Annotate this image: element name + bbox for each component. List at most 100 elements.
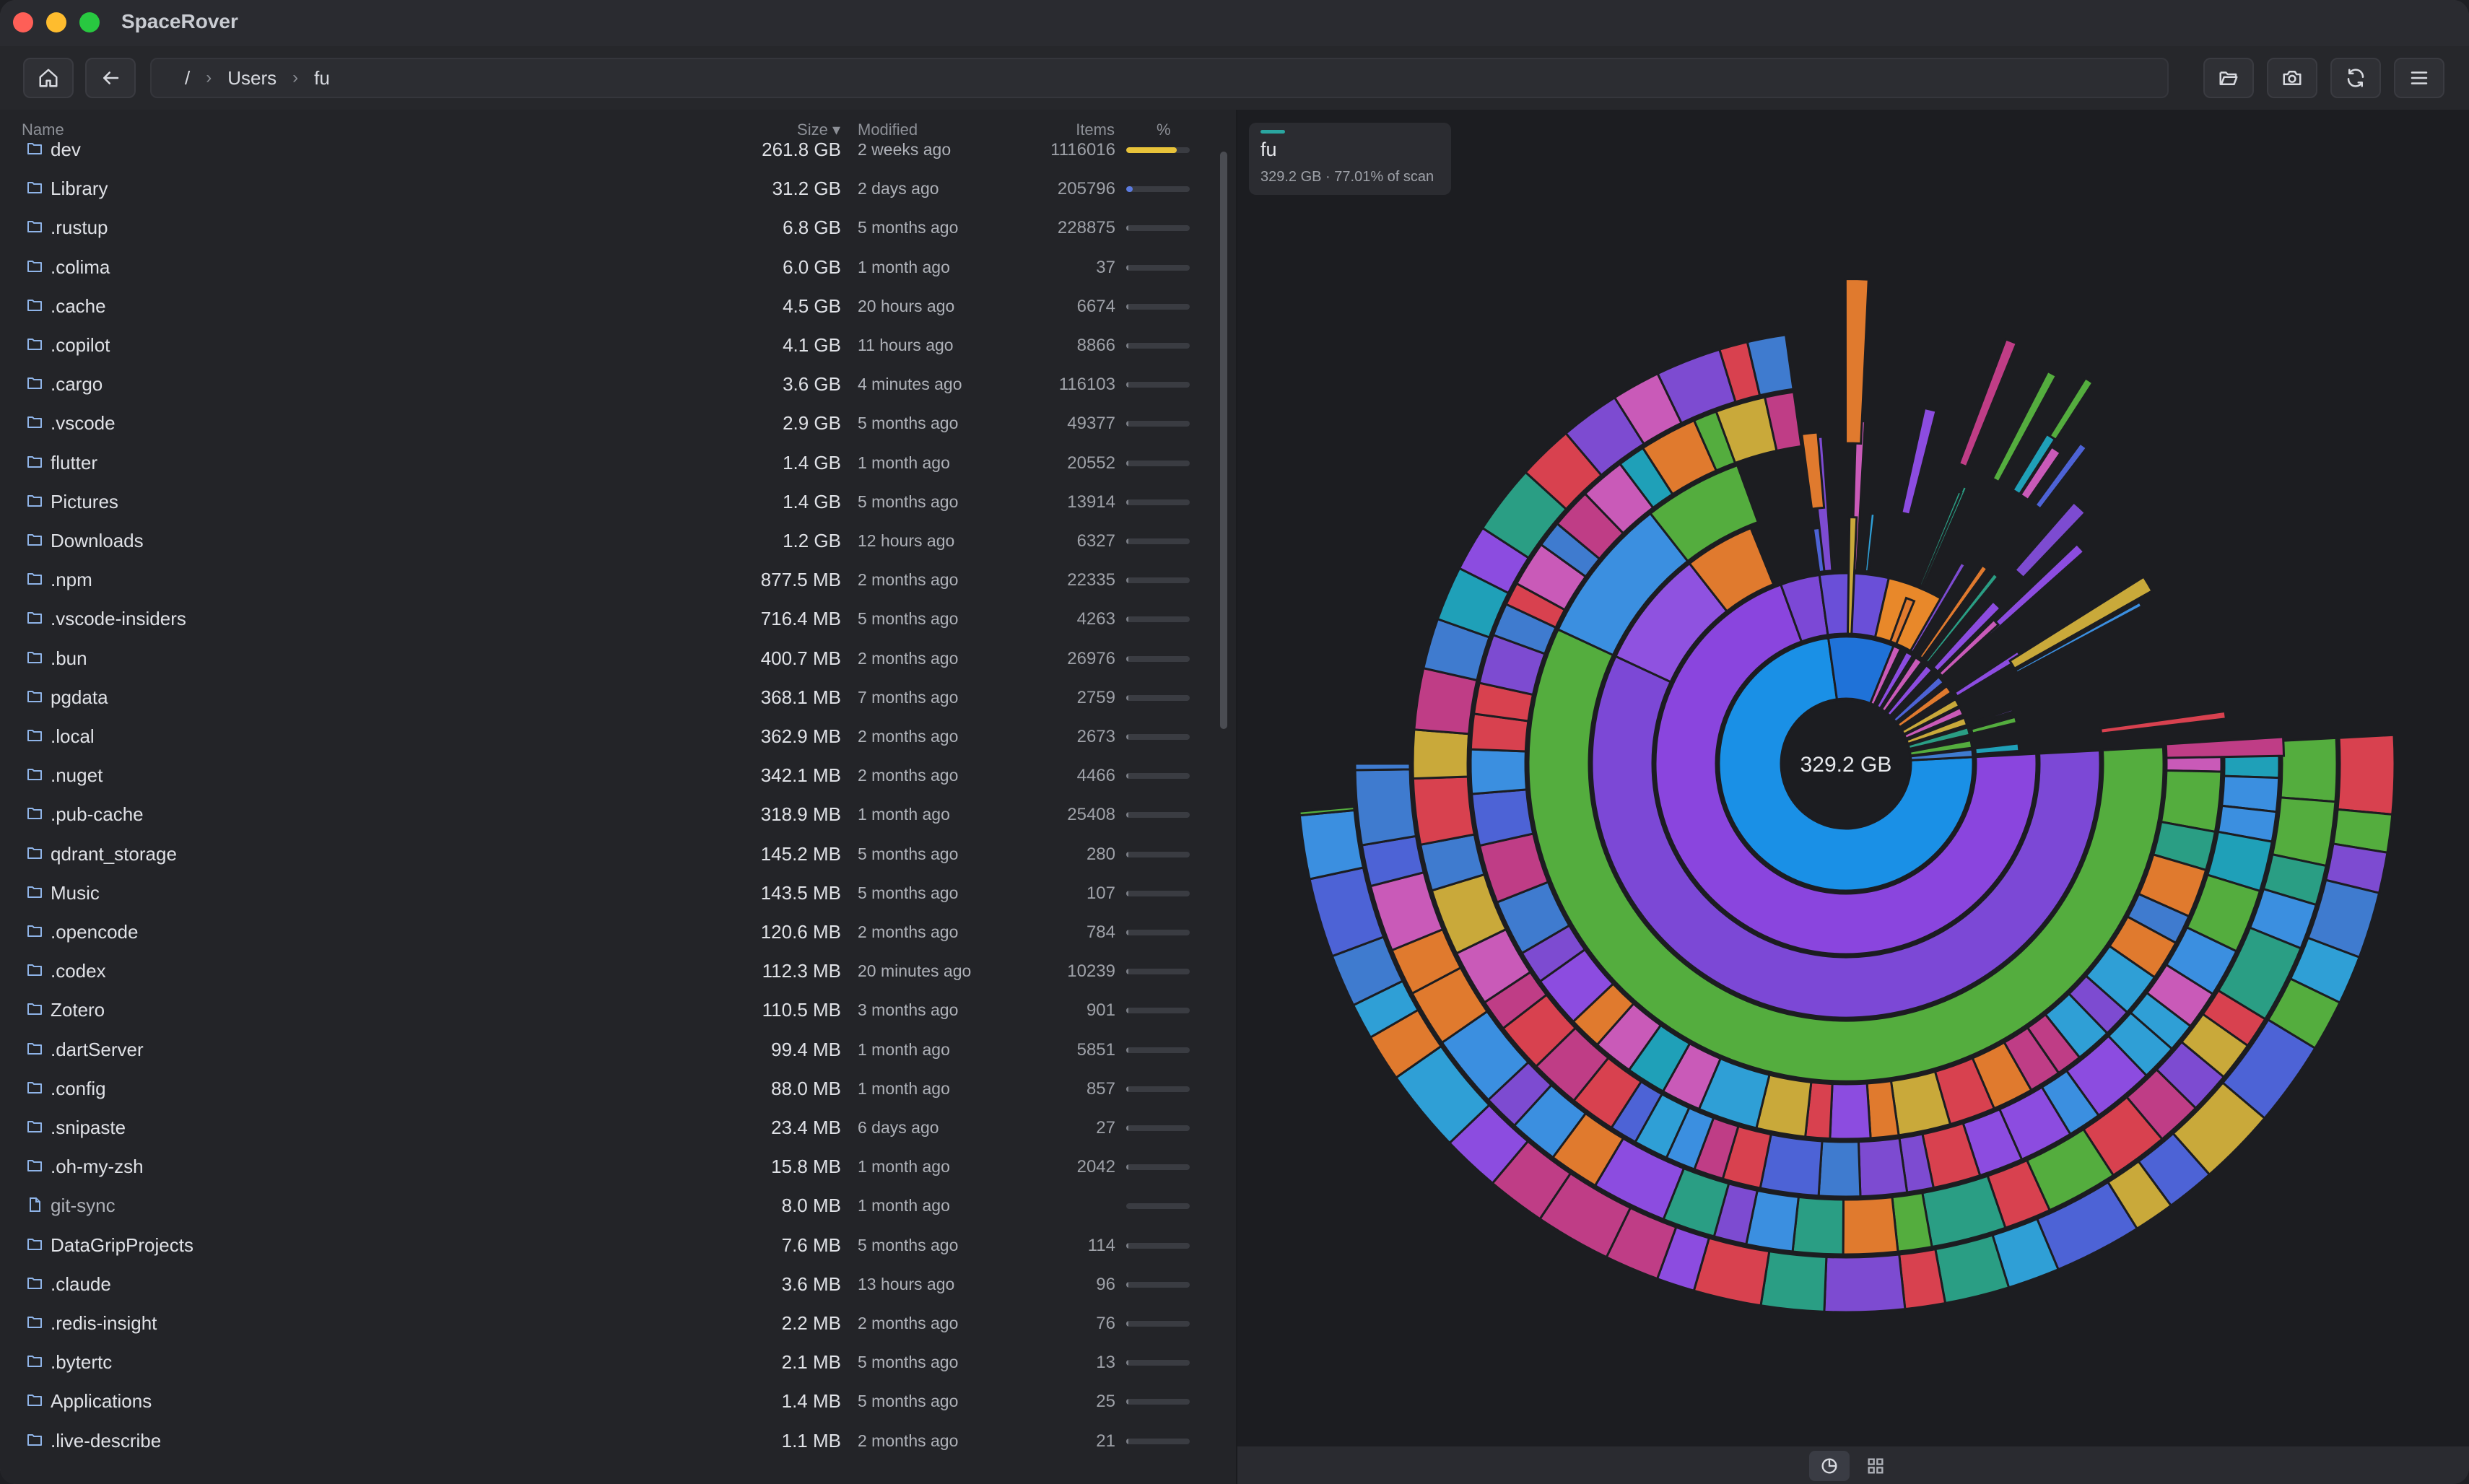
sunburst-segment[interactable]	[1763, 390, 1803, 453]
table-row[interactable]: .claude 3.6 MB 13 hours ago 96	[0, 1265, 1213, 1304]
sunburst-segment[interactable]	[1354, 768, 1418, 847]
sunburst-segment[interactable]	[2099, 710, 2228, 735]
table-row[interactable]: .pub-cache 318.9 MB 1 month ago 25408	[0, 795, 1213, 834]
column-header-items[interactable]: Items	[1076, 121, 1115, 139]
zoom-window-button[interactable]	[79, 12, 100, 32]
screenshot-button[interactable]	[2267, 58, 2317, 98]
table-row[interactable]: .npm 877.5 MB 2 months ago 22335	[0, 560, 1213, 599]
close-window-button[interactable]	[13, 12, 33, 32]
sunburst-segment[interactable]	[1649, 463, 1760, 563]
sunburst-segment[interactable]	[1885, 663, 1934, 718]
sunburst-segment[interactable]	[1842, 1195, 1899, 1256]
sunburst-segment[interactable]	[1891, 675, 1946, 724]
sunburst-segment[interactable]	[1880, 655, 1924, 713]
table-row[interactable]: .redis-insight 2.2 MB 2 months ago 76	[0, 1304, 1213, 1343]
sunburst-segment[interactable]	[1924, 572, 2000, 665]
sunburst-segment[interactable]	[1759, 1249, 1828, 1313]
home-button[interactable]	[23, 58, 74, 98]
table-row[interactable]: DataGripProjects 7.6 MB 5 months ago 114	[0, 1226, 1213, 1265]
table-row[interactable]: Zotero 110.5 MB 3 months ago 901	[0, 990, 1213, 1029]
sunburst-segment[interactable]	[1875, 650, 1915, 710]
sunburst-segment[interactable]	[1354, 762, 1411, 772]
table-row[interactable]: .local 362.9 MB 2 months ago 2673	[0, 717, 1213, 756]
sunburst-segment[interactable]	[1817, 1140, 1862, 1198]
column-header-modified[interactable]: Modified	[858, 121, 918, 139]
table-row[interactable]: Music 143.5 MB 5 months ago 107	[0, 873, 1213, 912]
sunburst-segment[interactable]	[1654, 582, 2038, 956]
table-row[interactable]: .colima 6.0 GB 1 month ago 37	[0, 248, 1213, 287]
sunburst-segment[interactable]	[1791, 1195, 1845, 1256]
sunburst-segment[interactable]	[1823, 1253, 1907, 1314]
table-row[interactable]: .cargo 3.6 GB 4 minutes ago 116103	[0, 365, 1213, 403]
back-button[interactable]	[85, 58, 136, 98]
table-row[interactable]: .cache 4.5 GB 20 hours ago 6674	[0, 287, 1213, 326]
sunburst-segment[interactable]	[1937, 618, 2000, 678]
breadcrumb-root[interactable]: /	[185, 66, 191, 89]
sunburst-segment[interactable]	[1918, 490, 1963, 588]
sunburst-segment[interactable]	[1909, 748, 1974, 761]
sunburst-segment[interactable]	[1469, 748, 1528, 795]
sunburst-center[interactable]	[1782, 700, 1910, 827]
sunburst-chart[interactable]: 329.2 GB	[1237, 110, 2469, 1446]
table-row[interactable]: .opencode 120.6 MB 2 months ago 784	[0, 912, 1213, 951]
refresh-button[interactable]	[2330, 58, 2381, 98]
sunburst-segment[interactable]	[2033, 441, 2089, 510]
column-header-name[interactable]: Name	[22, 121, 64, 139]
table-row[interactable]: .snipaste 23.4 MB 6 days ago 27	[0, 1108, 1213, 1147]
table-row[interactable]: .live-describe 1.1 MB 2 months ago 21	[0, 1421, 1213, 1460]
breadcrumb-fu[interactable]: fu	[314, 66, 330, 89]
open-folder-button[interactable]	[2203, 58, 2254, 98]
sunburst-segment[interactable]	[1746, 333, 1795, 397]
table-row[interactable]: git-sync 8.0 MB 1 month ago	[0, 1186, 1213, 1225]
sunburst-segment[interactable]	[1902, 706, 1965, 741]
sunburst-segment[interactable]	[1298, 808, 1365, 881]
sunburst-segment[interactable]	[1829, 1082, 1872, 1140]
scrollbar[interactable]	[1220, 152, 1227, 729]
sunburst-segment[interactable]	[2279, 736, 2338, 803]
sunburst-segment[interactable]	[1969, 715, 2019, 736]
sunburst-segment[interactable]	[1904, 716, 1969, 746]
table-row[interactable]: Library 31.2 GB 2 days ago 205796	[0, 169, 1213, 208]
sunburst-segment[interactable]	[1990, 370, 2058, 484]
sunburst-segment[interactable]	[1974, 742, 2021, 756]
sunburst-segment[interactable]	[1863, 512, 1876, 573]
sunburst-segment[interactable]	[1298, 805, 1356, 817]
sunburst-segment[interactable]	[1688, 526, 1775, 613]
column-header-percent[interactable]: %	[1157, 121, 1171, 139]
sunburst-segment[interactable]	[1957, 338, 2019, 468]
sunburst-segment[interactable]	[1931, 599, 2003, 673]
sunburst-segment[interactable]	[1889, 596, 1916, 645]
table-row[interactable]: flutter 1.4 GB 1 month ago 20552	[0, 443, 1213, 482]
table-row[interactable]: .dartServer 99.4 MB 1 month ago 5851	[0, 1030, 1213, 1069]
sunburst-segment[interactable]	[1857, 1137, 1909, 1198]
sunburst-segment[interactable]	[2008, 575, 2154, 671]
panel-divider[interactable]	[1236, 110, 1237, 1484]
sunburst-view-button[interactable]	[1809, 1451, 1850, 1481]
sunburst-segment[interactable]	[1868, 644, 1902, 707]
table-row[interactable]: qdrant_storage 145.2 MB 5 months ago 280	[0, 834, 1213, 873]
table-row[interactable]: .bytertc 2.1 MB 5 months ago 13	[0, 1343, 1213, 1382]
sunburst-segment[interactable]	[1590, 655, 2102, 1019]
sunburst-segment[interactable]	[1968, 707, 2015, 727]
sunburst-segment[interactable]	[1846, 516, 1858, 635]
table-row[interactable]: Pictures 1.4 GB 5 months ago 13914	[0, 482, 1213, 521]
sunburst-segment[interactable]	[1896, 684, 1953, 729]
table-row[interactable]: Applications 1.4 MB 5 months ago 25	[0, 1382, 1213, 1420]
table-row[interactable]: .rustup 6.8 GB 5 months ago 228875	[0, 208, 1213, 247]
sunburst-segment[interactable]	[1907, 725, 1972, 751]
table-row[interactable]: .vscode-insiders 716.4 MB 5 months ago 4263	[0, 599, 1213, 638]
table-row[interactable]: .bun 400.7 MB 2 months ago 26976	[0, 639, 1213, 678]
sunburst-segment[interactable]	[1844, 278, 1870, 445]
menu-button[interactable]	[2394, 58, 2444, 98]
sunburst-segment[interactable]	[2336, 733, 2396, 816]
sunburst-segment[interactable]	[1527, 628, 2165, 1083]
table-row[interactable]: .codex 112.3 MB 20 minutes ago 10239	[0, 951, 1213, 990]
table-row[interactable]: .config 88.0 MB 1 month ago 857	[0, 1069, 1213, 1108]
table-row[interactable]: .copilot 4.1 GB 11 hours ago 8866	[0, 326, 1213, 365]
sunburst-segment[interactable]	[2164, 736, 2286, 759]
sunburst-segment[interactable]	[1917, 564, 1989, 660]
table-row[interactable]: Downloads 1.2 GB 12 hours ago 6327	[0, 521, 1213, 560]
table-row[interactable]: .oh-my-zsh 15.8 MB 1 month ago 2042	[0, 1147, 1213, 1186]
breadcrumb-users[interactable]: Users	[227, 66, 277, 89]
sunburst-segment[interactable]	[1909, 561, 1967, 654]
